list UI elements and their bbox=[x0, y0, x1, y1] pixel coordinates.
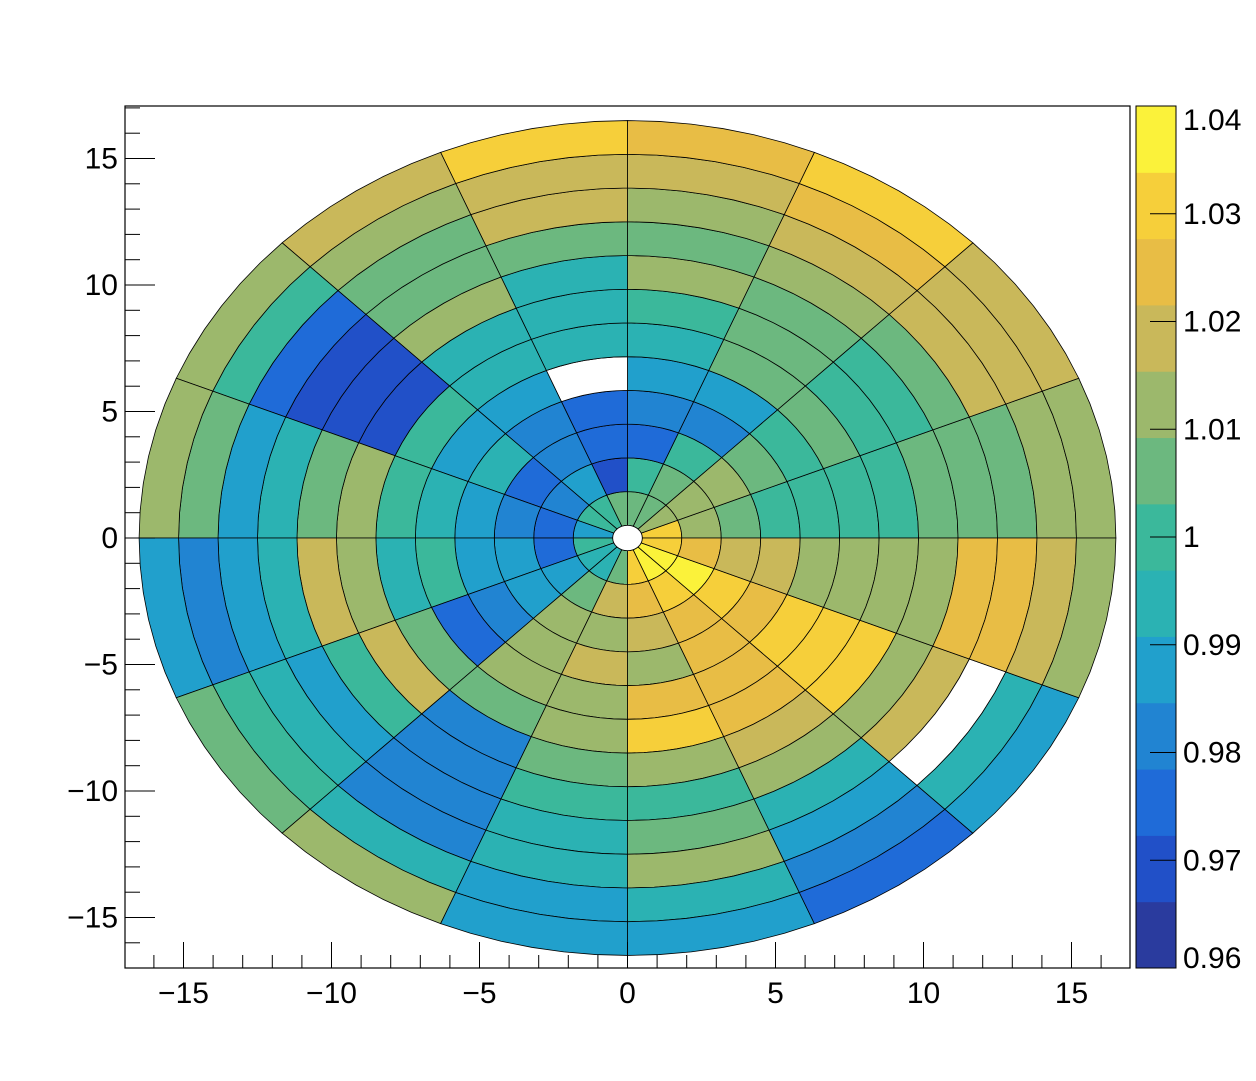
x-axis: −15 −10 −5 0 5 10 15 bbox=[153, 942, 1102, 1010]
colorbar-tick-label: 0.99 bbox=[1183, 629, 1241, 662]
colorbar-tick-label: 1.04 bbox=[1183, 104, 1241, 137]
x-tick-label: 0 bbox=[619, 977, 636, 1010]
colorbar-swatch bbox=[1136, 570, 1176, 637]
colorbar-swatch bbox=[1136, 702, 1176, 770]
heatmap-cells bbox=[138, 120, 1117, 956]
colorbar-swatch bbox=[1136, 172, 1176, 240]
x-tick-label: −10 bbox=[306, 977, 357, 1010]
x-tick-label: 10 bbox=[907, 977, 940, 1010]
colorbar-swatch bbox=[1136, 437, 1176, 505]
y-tick-label: 0 bbox=[101, 522, 118, 555]
y-tick-label: −10 bbox=[67, 775, 118, 808]
colorbar-tick-label: 0.98 bbox=[1183, 737, 1241, 770]
y-axis: 15 10 5 0 −5 −10 −15 bbox=[67, 107, 155, 944]
x-tick-label: 5 bbox=[767, 977, 784, 1010]
x-tick-label: −5 bbox=[462, 977, 496, 1010]
colorbar-tick-label: 0.96 bbox=[1183, 942, 1241, 975]
colorbar-swatch bbox=[1136, 835, 1176, 903]
colorbar: 0.96 0.97 0.98 0.99 1 1.01 1.02 1.03 1.04 bbox=[1135, 104, 1241, 975]
y-tick-label: −5 bbox=[84, 649, 118, 682]
y-tick-label: 15 bbox=[85, 143, 118, 176]
colorbar-swatch bbox=[1136, 106, 1176, 173]
colorbar-swatch bbox=[1136, 238, 1176, 306]
colorbar-tick-label: 1 bbox=[1183, 521, 1200, 554]
colorbar-tick-label: 1.01 bbox=[1183, 413, 1241, 446]
colorbar-swatch bbox=[1136, 901, 1176, 969]
colorbar-tick-label: 1.03 bbox=[1183, 198, 1241, 231]
x-tick-label: 15 bbox=[1055, 977, 1088, 1010]
center-hole bbox=[612, 524, 643, 552]
colorbar-swatch bbox=[1136, 769, 1176, 836]
y-tick-label: 10 bbox=[85, 269, 118, 302]
colorbar-swatch bbox=[1136, 371, 1176, 439]
colorbar-tick-label: 0.97 bbox=[1183, 844, 1241, 877]
colorbar-tick-label: 1.02 bbox=[1183, 306, 1241, 339]
x-tick-label: −15 bbox=[158, 977, 209, 1010]
y-tick-label: 5 bbox=[101, 396, 118, 429]
colorbar-swatch bbox=[1136, 636, 1176, 704]
colorbar-swatch bbox=[1136, 304, 1176, 372]
heatmap-cell bbox=[1041, 537, 1117, 699]
y-tick-label: −15 bbox=[67, 902, 118, 935]
